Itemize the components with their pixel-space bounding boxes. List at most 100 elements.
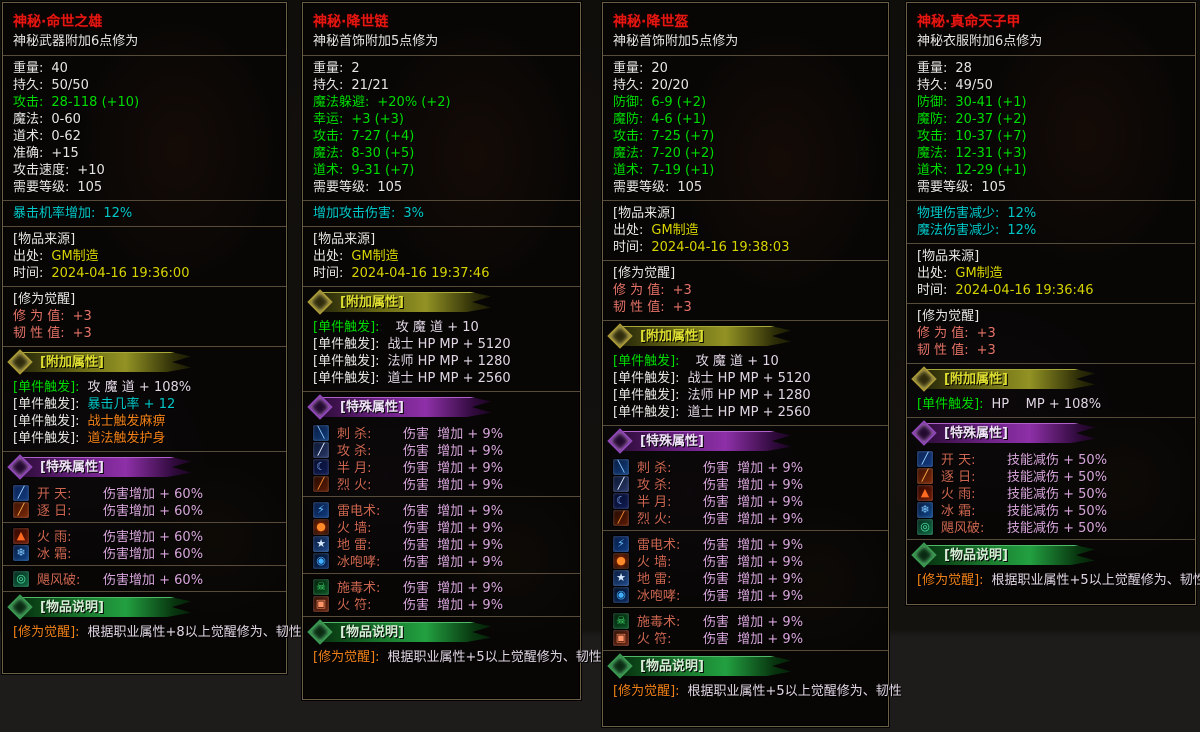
skill-name: 飓风破: xyxy=(37,573,81,588)
crit-rate-bonus-row-label: 暴击机率增加: xyxy=(13,206,96,221)
physical-damage-reduction-row-label: 物理伤害减少: xyxy=(917,206,1000,221)
trigger-row-value: 法师 HP MP + 1280 xyxy=(687,388,811,403)
raging-fire-skill-icon-glyph: ╱ xyxy=(317,476,325,490)
stat-magic-defense-row-value: 4-6 (+1) xyxy=(651,112,707,127)
toughness-value-row: 韧 性 值: +3 xyxy=(917,342,1185,359)
frost-skill-icon: ❄ xyxy=(13,544,29,561)
ice-roar-skill-icon: ◉ xyxy=(313,552,329,569)
trigger-row: [单件触发]: 暴击几率 + 12 xyxy=(13,396,276,413)
stat-magic-dodge-row-label: 魔法躲避: xyxy=(313,95,370,110)
stat-durability-row: 持久: 50/50 xyxy=(13,77,276,94)
toughness-value-row: 韧 性 值: +3 xyxy=(613,299,878,316)
trigger-row-value: 道法触发护身 xyxy=(87,431,166,446)
mystic-helmet-tooltip: 神秘·降世盔 神秘首饰附加5点修为 重量: 20 持久: 20/20 防御: 6-9 (+2)… xyxy=(602,2,902,727)
source-time-row: 时间: 2024-04-16 19:38:03 xyxy=(613,239,878,256)
special-attributes-banner-diamond-icon xyxy=(307,394,333,420)
item-description-banner-label: [物品说明] xyxy=(340,625,404,640)
ice-roar-skill-icon: ◉ xyxy=(613,586,629,603)
skill-name: 火 墙: xyxy=(337,521,372,536)
section-divider xyxy=(907,363,1195,364)
stat-taoist-row-label: 道术: xyxy=(917,163,948,178)
ground-lightning-skill-icon: ★ xyxy=(313,535,329,552)
power-kill-skill-icon-glyph: ╱ xyxy=(317,442,325,456)
item-source-header: [物品来源] xyxy=(917,248,1185,265)
skill-effect-row: ☠ 施毒术: 伤害 增加 + 9% xyxy=(313,578,570,596)
skill-name: 逐 日: xyxy=(941,470,976,485)
sky-opener-skill-icon: ╱ xyxy=(917,450,933,467)
sky-opener-skill-icon-glyph: ╱ xyxy=(921,451,929,465)
hurricane-break-skill-icon-glyph: ◎ xyxy=(16,571,26,585)
raging-fire-skill-icon-glyph: ╱ xyxy=(617,510,625,524)
trigger-row-label: [单件触发]: xyxy=(313,354,380,369)
trigger-row: [单件触发]: 战士触发麻痹 xyxy=(13,413,276,430)
stat-required-level-row: 需要等级: 105 xyxy=(917,179,1185,196)
item-description-banner-label: [物品说明] xyxy=(40,600,104,615)
skill-name: 逐 日: xyxy=(37,504,72,519)
stat-defense-row-label: 防御: xyxy=(917,95,948,110)
stat-accuracy-row-label: 准确: xyxy=(13,146,44,161)
skill-effect-value: 伤害 增加 + 9% xyxy=(703,478,804,493)
section-divider xyxy=(907,243,1195,244)
skill-effect-row: ╱ 逐 日: 伤害增加 + 60% xyxy=(13,501,276,519)
section-divider xyxy=(603,650,888,651)
stat-taoist-row-value: 9-31 (+7) xyxy=(351,163,415,178)
trigger-row-value: HP MP + 108% xyxy=(991,397,1102,412)
skill-name: 半 月: xyxy=(337,461,372,476)
skill-effect-value: 伤害 增加 + 9% xyxy=(703,572,804,587)
stat-attack-row: 攻击: 7-27 (+4) xyxy=(313,128,570,145)
skill-effect-row: ⚡ 雷电术: 伤害 增加 + 9% xyxy=(613,535,878,553)
trigger-row-label: [单件触发]: xyxy=(13,380,80,395)
ice-roar-skill-icon-glyph: ◉ xyxy=(616,587,626,601)
stat-taoist-row: 道术: 0-62 xyxy=(13,128,276,145)
section-divider xyxy=(603,607,888,608)
awakening-desc-row: [修为觉醒]: 根据职业属性+5以上觉醒修为、韧性 xyxy=(313,649,602,666)
physical-damage-reduction-row: 物理伤害减少: 12% xyxy=(917,205,1185,222)
sky-opener-skill-icon-glyph: ╱ xyxy=(17,485,25,499)
stat-durability-row: 持久: 20/20 xyxy=(613,77,878,94)
sun-chaser-skill-icon: ╱ xyxy=(13,501,29,518)
stat-magic-defense-row: 魔防: 4-6 (+1) xyxy=(613,111,878,128)
cultivation-value-row: 修 为 值: +3 xyxy=(917,325,1185,342)
source-time-row-value: 2024-04-16 19:38:03 xyxy=(651,240,790,255)
source-origin-row-value: GM制造 xyxy=(651,223,699,238)
poison-skill-icon: ☠ xyxy=(313,578,329,595)
skill-effect-row: ☾ 半 月: 伤害 增加 + 9% xyxy=(613,492,878,510)
section-divider xyxy=(3,226,286,227)
stat-magic-row-value: 8-30 (+5) xyxy=(351,146,415,161)
skill-effect-value: 技能减伤 + 50% xyxy=(1007,470,1108,485)
section-divider xyxy=(907,539,1195,540)
stat-accuracy-row: 准确: +15 xyxy=(13,145,276,162)
trigger-row-value: 道士 HP MP + 2560 xyxy=(687,405,811,420)
power-kill-skill-icon-glyph: ╱ xyxy=(617,476,625,490)
stat-required-level-row-label: 需要等级: xyxy=(13,180,70,195)
skill-effect-value: 伤害增加 + 60% xyxy=(103,547,204,562)
mystic-weapon-tooltip: 神秘·命世之雄 神秘武器附加6点修为 重量: 40 持久: 50/50 攻击: 28-118 … xyxy=(2,2,302,674)
toughness-value-row-value: +3 xyxy=(72,326,92,341)
special-attributes-banner: [特殊属性] xyxy=(307,394,570,420)
stat-luck-row: 幸运: +3 (+3) xyxy=(313,111,570,128)
skill-name: 冰咆哮: xyxy=(637,589,681,604)
source-time-row: 时间: 2024-04-16 19:36:46 xyxy=(917,282,1185,299)
stat-weight-row-value: 20 xyxy=(651,61,668,76)
awakening-desc-row-label: [修为觉醒]: xyxy=(13,625,80,640)
fire-rain-skill-icon-glyph: ▲ xyxy=(16,528,26,542)
skill-name: 雷电术: xyxy=(337,504,381,519)
additional-attributes-banner: [附加属性] xyxy=(307,289,570,315)
source-time-row-label: 时间: xyxy=(613,240,644,255)
source-origin-row: 出处: GM制造 xyxy=(917,265,1185,282)
skill-effect-value: 伤害 增加 + 9% xyxy=(703,615,804,630)
skill-effect-row: ☠ 施毒术: 伤害 增加 + 9% xyxy=(613,612,878,630)
section-divider xyxy=(3,346,286,347)
stat-durability-row-label: 持久: xyxy=(13,78,44,93)
stat-magic-defense-row-value: 20-37 (+2) xyxy=(955,112,1027,127)
skill-effect-value: 伤害 增加 + 9% xyxy=(403,504,504,519)
fire-rain-skill-icon: ▲ xyxy=(13,527,29,544)
stat-durability-row: 持久: 21/21 xyxy=(313,77,570,94)
toughness-value-row-label: 韧 性 值: xyxy=(917,343,969,358)
fire-wall-skill-icon: ● xyxy=(313,518,329,535)
item-description-banner: [物品说明] xyxy=(911,542,1185,568)
stat-weight-row: 重量: 20 xyxy=(613,60,878,77)
stab-kill-skill-icon-glyph: ╲ xyxy=(617,459,625,473)
skill-effect-value: 伤害 增加 + 9% xyxy=(703,538,804,553)
trigger-row-value: 战士 HP MP + 5120 xyxy=(687,371,811,386)
